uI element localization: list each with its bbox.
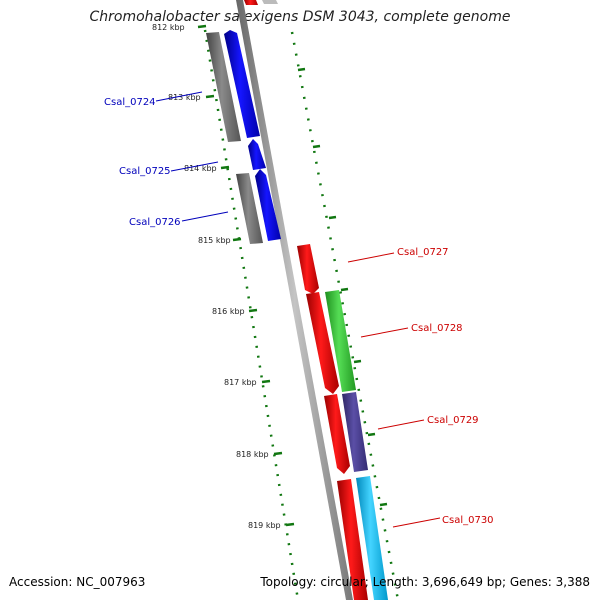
- ruler-tick: [220, 165, 230, 170]
- leader-line: [181, 211, 229, 222]
- ruler-track: [203, 29, 300, 600]
- ruler-tick: [340, 287, 349, 292]
- ruler-tick: [261, 379, 271, 384]
- ruler-label: 812 kbp: [152, 23, 185, 32]
- genome-summary-text: Topology: circular; Length: 3,696,649 bp…: [260, 575, 590, 589]
- ruler-tick: [248, 308, 258, 313]
- accession-text: Accession: NC_007963: [9, 575, 146, 589]
- gene-label-csal-0728[interactable]: Csal_0728: [411, 323, 463, 334]
- leader-lines: [155, 91, 441, 528]
- cds-csal-0729: [324, 394, 350, 474]
- ruler-tick: [273, 451, 283, 456]
- reverse-gene-block: [236, 173, 263, 244]
- gene-label-csal-0727[interactable]: Csal_0727: [397, 247, 449, 258]
- ruler-label: 816 kbp: [212, 307, 245, 316]
- ruler-label: 819 kbp: [248, 521, 281, 530]
- ruler-tick: [205, 94, 215, 99]
- gene-label-csal-0729[interactable]: Csal_0729: [427, 415, 479, 426]
- gene-label-csal-0725[interactable]: Csal_0725: [119, 166, 171, 177]
- cds-csal-0724: [224, 30, 260, 138]
- cds-csal-0730: [337, 479, 368, 600]
- ruler-tick: [353, 359, 362, 364]
- ruler-label: 815 kbp: [198, 236, 231, 245]
- map-title: Chromohalobacter salexigens DSM 3043, co…: [89, 9, 511, 25]
- ruler-label: 814 kbp: [184, 164, 217, 173]
- ruler-tick: [312, 144, 321, 149]
- cog-block-cyan: [356, 476, 388, 600]
- leader-line: [347, 252, 395, 263]
- cds-csal-0725: [248, 139, 266, 170]
- cog-block-purple: [342, 392, 368, 472]
- cog-block-green: [325, 290, 356, 392]
- ruler-tick: [197, 24, 207, 29]
- ruler-label: 818 kbp: [236, 450, 269, 459]
- ruler-major-ticks: [197, 24, 295, 527]
- gene-label-csal-0726[interactable]: Csal_0726: [129, 217, 181, 228]
- ruler-tick: [367, 432, 376, 437]
- ruler-tick: [328, 215, 337, 220]
- leader-line: [155, 91, 203, 102]
- ruler-label: 817 kbp: [224, 378, 257, 387]
- reverse-gene-block: [206, 32, 241, 142]
- leader-line: [360, 327, 409, 338]
- leader-line: [392, 517, 441, 528]
- ruler-label: 813 kbp: [168, 93, 201, 102]
- gene-label-csal-0724[interactable]: Csal_0724: [104, 97, 156, 108]
- ruler-tick: [379, 502, 388, 507]
- ruler-inner-major-ticks: [297, 67, 388, 507]
- ruler-tick: [232, 237, 242, 242]
- ruler-tick: [285, 522, 295, 527]
- cds-csal-0726: [255, 169, 281, 241]
- cds-csal-0727: [297, 244, 319, 294]
- gene-label-csal-0730[interactable]: Csal_0730: [442, 515, 494, 526]
- partial-cds-top: [244, 0, 258, 5]
- leader-line: [377, 419, 425, 430]
- cds-csal-0728: [306, 292, 339, 394]
- partial-cds-top-grey: [262, 0, 278, 4]
- backbone-track: [236, 0, 353, 600]
- leader-line: [170, 161, 219, 172]
- ruler-tick: [297, 67, 306, 72]
